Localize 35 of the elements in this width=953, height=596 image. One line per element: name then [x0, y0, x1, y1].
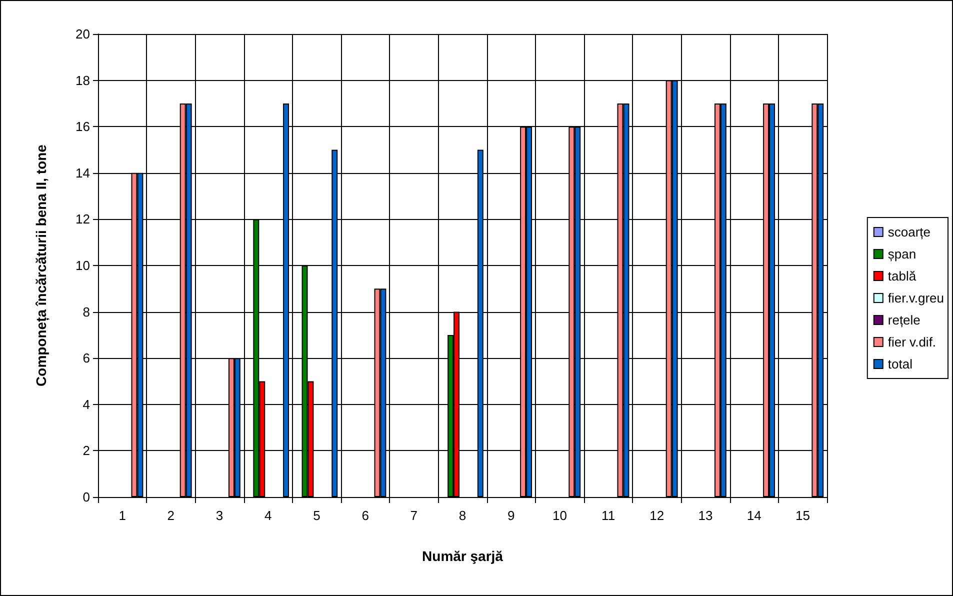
- x-tick-label: 11: [602, 508, 616, 523]
- x-tick-label: 8: [458, 508, 466, 523]
- x-tick-label: 10: [552, 508, 567, 523]
- x-tick-label: 2: [167, 508, 175, 523]
- x-axis-title: Număr şarjă: [422, 548, 504, 564]
- legend-label: rețele: [888, 312, 920, 328]
- x-tick-label: 15: [795, 508, 810, 523]
- y-tick-label: 0: [82, 490, 90, 504]
- x-tick-label: 13: [698, 508, 713, 523]
- x-tick-label: 5: [313, 508, 320, 523]
- y-axis-title: Componeța încărcăturii bena II, tone: [33, 144, 50, 386]
- x-tick-label: 4: [264, 508, 272, 523]
- y-tick-label: 4: [82, 396, 90, 412]
- legend-label: fier.v.greu: [888, 290, 944, 306]
- x-tick-label: 3: [216, 508, 224, 523]
- x-tick-label: 1: [118, 508, 126, 523]
- x-tick-label: 14: [746, 508, 762, 523]
- y-tick-label: 14: [76, 165, 90, 180]
- legend-label: scoarțe: [888, 224, 931, 240]
- y-tick-label: 2: [82, 443, 90, 458]
- y-tick-label: 12: [76, 212, 90, 227]
- x-tick-label: 6: [362, 508, 369, 523]
- y-tick-label: 8: [82, 304, 90, 320]
- y-tick-label: 10: [76, 258, 90, 273]
- legend-label: tablă: [888, 268, 917, 284]
- legend-label: fier v.dif.: [888, 334, 936, 350]
- legend-label: șpan: [888, 246, 916, 262]
- x-tick-label: 7: [410, 508, 418, 523]
- x-tick-label: 12: [650, 508, 664, 523]
- y-tick-label: 18: [76, 72, 90, 88]
- legend-label: total: [888, 356, 913, 372]
- y-tick-label: 16: [76, 119, 90, 134]
- y-tick-label: 6: [82, 350, 90, 366]
- y-tick-label: 20: [76, 26, 90, 42]
- x-tick-label: 9: [507, 508, 515, 523]
